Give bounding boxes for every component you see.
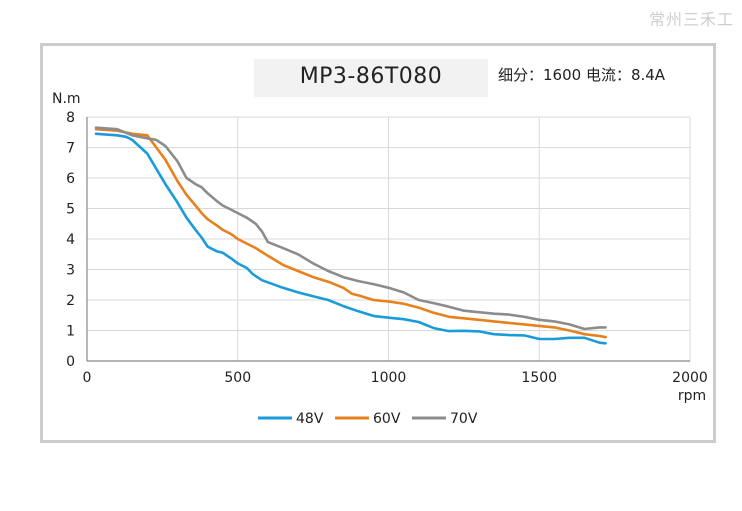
y-tick-label: 1 <box>66 324 75 340</box>
watermark: 常州三禾工 <box>648 10 734 29</box>
y-tick-label: 6 <box>66 171 75 187</box>
chart-frame <box>40 43 716 443</box>
x-tick-label: 2000 <box>672 370 708 386</box>
series-line-48V <box>94 132 607 345</box>
series-line-60V <box>94 127 607 339</box>
legend-label-60V: 60V <box>373 411 401 427</box>
y-tick-label: 8 <box>66 110 75 126</box>
legend-label-48V: 48V <box>296 411 324 427</box>
x-tick-label: 500 <box>224 370 251 386</box>
title-box <box>254 59 488 97</box>
x-tick-label: 1500 <box>521 370 557 386</box>
y-tick-label: 4 <box>66 232 75 248</box>
spec-label: 细分：1600 电流：8.4A <box>498 66 666 84</box>
x-tick-label: 1000 <box>371 370 407 386</box>
legend-label-70V: 70V <box>450 411 478 427</box>
x-axis-label: rpm <box>678 388 706 404</box>
series-line-70V <box>94 126 607 331</box>
y-tick-label: 3 <box>66 263 75 279</box>
y-axis-label: N.m <box>52 91 81 107</box>
chart-title: MP3-86T080 <box>299 64 443 89</box>
y-tick-label: 5 <box>66 202 75 218</box>
y-tick-label: 2 <box>66 293 75 309</box>
x-tick-label: 0 <box>83 370 92 386</box>
y-tick-label: 7 <box>66 141 75 157</box>
y-tick-label: 0 <box>66 354 75 370</box>
